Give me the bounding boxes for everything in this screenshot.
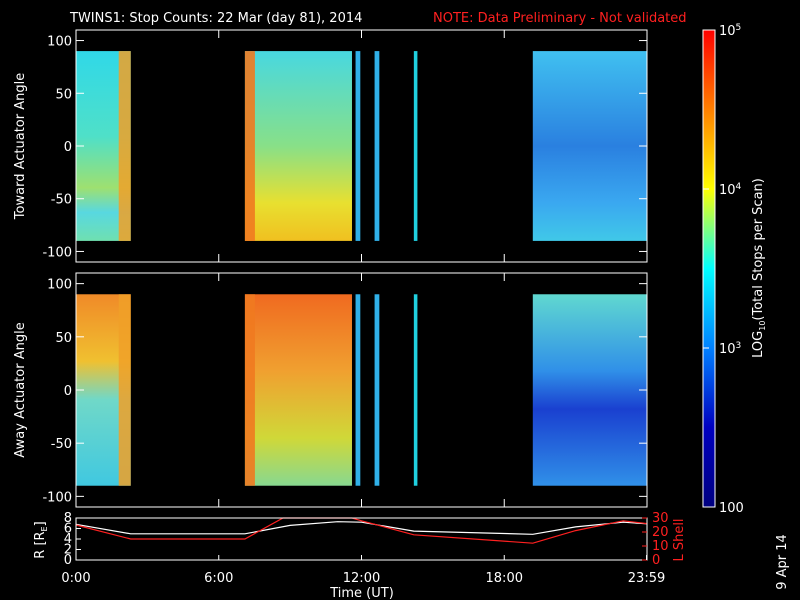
heatmap-block xyxy=(532,51,647,241)
y-tick-label: 2 xyxy=(64,543,72,558)
y2-tick-label: 0 xyxy=(652,553,660,568)
colorbar-gradient xyxy=(702,29,716,508)
panel-away: 100 50 0 -50 -100 Away Actuator Angle xyxy=(13,272,648,508)
y-tick-label: 50 xyxy=(55,331,72,346)
lshell-ylabel: L Shell xyxy=(672,518,687,561)
colorbar: 105 104 103 100 LOG10(Total Stops per Scan) xyxy=(702,23,767,516)
heatmap-block xyxy=(244,51,352,241)
heatmap-block xyxy=(244,294,352,486)
toward-heatmap xyxy=(76,51,647,241)
time-xlabel: Time (UT) xyxy=(329,586,394,600)
heatmap-block xyxy=(355,51,361,241)
chart-title: TWINS1: Stop Counts: 22 Mar (day 81), 20… xyxy=(69,11,362,26)
y-tick-label: 8 xyxy=(64,511,72,526)
y2-tick-label: 30 xyxy=(652,511,669,526)
y2-tick-label: 10 xyxy=(652,539,669,554)
heatmap-block xyxy=(374,51,380,241)
x-tick-label: 6:00 xyxy=(204,571,233,586)
colorbar-tick-label: 104 xyxy=(719,182,742,198)
heatmap-block xyxy=(355,294,361,486)
heatmap-edge-band xyxy=(244,51,255,241)
colorbar-tick-label: 103 xyxy=(719,341,741,357)
x-tick-label: 12:00 xyxy=(343,571,380,586)
radius-line xyxy=(75,521,648,535)
heatmap-block xyxy=(413,294,418,486)
y-tick-label: -100 xyxy=(42,245,72,260)
heatmap-block xyxy=(374,294,380,486)
heatmap-block xyxy=(532,294,647,486)
away-heatmap xyxy=(76,294,647,486)
y-tick-label: 0 xyxy=(64,384,72,399)
y-tick-label: -50 xyxy=(51,193,72,208)
colorbar-label: LOG10(Total Stops per Scan) xyxy=(751,178,767,358)
y-tick-label: -50 xyxy=(51,437,72,452)
preliminary-note: NOTE: Data Preliminary - Not validated xyxy=(433,11,687,26)
colorbar-tick-label: 100 xyxy=(719,501,744,516)
toward-ylabel: Toward Actuator Angle xyxy=(13,73,28,220)
heatmap-edge-band xyxy=(118,294,131,486)
heatmap-edge-band xyxy=(244,294,255,486)
panel-toward: 100 50 0 -50 -100 Toward Actuator Angle xyxy=(13,29,648,263)
away-ylabel: Away Actuator Angle xyxy=(13,322,28,457)
side-date: 9 Apr 14 xyxy=(775,534,790,590)
orbit-ylabel: R [RE] xyxy=(33,521,49,558)
y-tick-label: 0 xyxy=(64,140,72,155)
y-tick-label: 50 xyxy=(55,87,72,102)
colorbar-tick-label: 105 xyxy=(719,23,741,39)
lshell-line xyxy=(75,517,648,544)
heatmap-block xyxy=(413,51,418,241)
y-tick-label: 100 xyxy=(47,35,72,50)
x-tick-label: 18:00 xyxy=(486,571,523,586)
x-tick-label: 0:00 xyxy=(61,571,90,586)
y-tick-label: -100 xyxy=(42,490,72,505)
y-tick-label: 0 xyxy=(64,553,72,568)
x-tick-label: 23:59 xyxy=(628,571,665,586)
heatmap-edge-band xyxy=(118,51,131,241)
y-tick-label: 100 xyxy=(47,278,72,293)
y2-tick-label: 20 xyxy=(652,525,669,540)
y-tick-label: 6 xyxy=(64,522,72,537)
y-tick-label: 4 xyxy=(64,532,72,547)
